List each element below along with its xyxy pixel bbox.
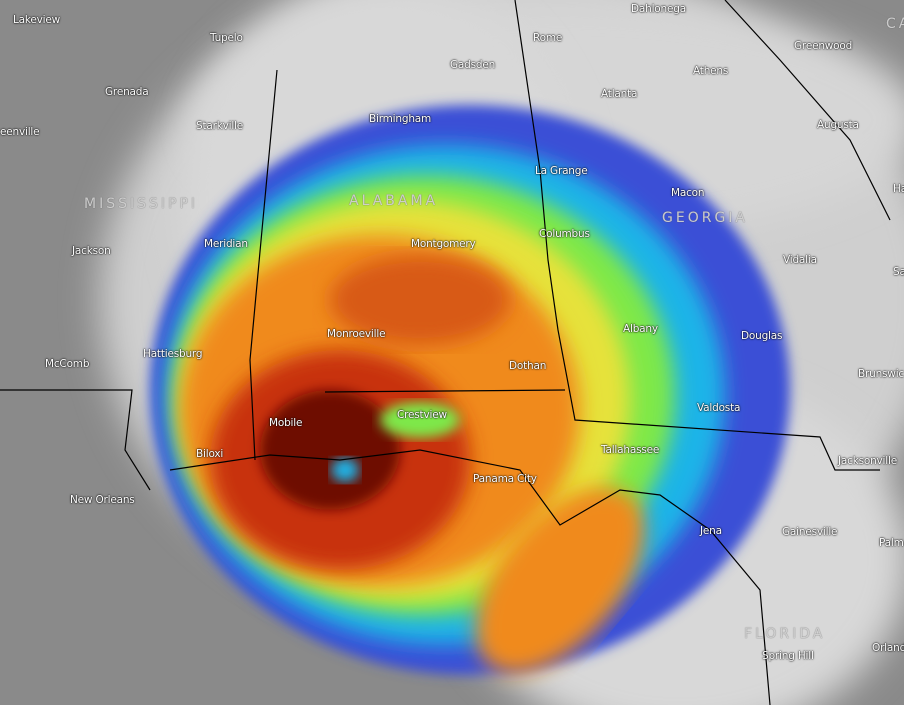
- city-label: Starkville: [196, 120, 244, 132]
- city-label: Brunswic: [858, 368, 904, 380]
- city-label: Birmingham: [369, 113, 432, 125]
- city-label: Sa: [893, 266, 904, 278]
- city-label: Gadsden: [450, 59, 496, 71]
- city-label: Hattiesburg: [143, 348, 203, 360]
- city-label: Palm: [879, 537, 904, 549]
- city-label: Ha: [893, 183, 904, 195]
- city-label: McComb: [45, 358, 90, 370]
- city-label: Biloxi: [196, 448, 224, 460]
- storm-field: [150, 105, 790, 675]
- city-label: Albany: [623, 323, 658, 335]
- city-label: Monroeville: [327, 328, 386, 340]
- state-label-alabama: ALABAMA: [349, 193, 439, 209]
- city-label: Montgomery: [411, 238, 476, 250]
- state-label-carolina: CA: [886, 16, 904, 32]
- city-label: Meridian: [204, 238, 248, 250]
- city-label: eenville: [0, 126, 40, 138]
- city-label: Macon: [671, 187, 705, 199]
- city-label: Crestview: [397, 409, 447, 421]
- city-label: Augusta: [817, 119, 859, 131]
- city-label: Athens: [693, 65, 729, 77]
- city-label: Orland: [872, 642, 904, 654]
- city-label: Tallahassee: [601, 444, 660, 456]
- state-label-florida: FLORIDA: [744, 626, 826, 642]
- city-label: Douglas: [741, 330, 783, 342]
- city-label: Grenada: [105, 86, 149, 98]
- city-label: Valdosta: [697, 402, 741, 414]
- city-label: Columbus: [539, 228, 590, 240]
- city-label: Jackson: [72, 245, 111, 257]
- city-label: Jacksonville: [838, 455, 897, 467]
- city-label: Tupelo: [210, 32, 243, 44]
- city-label: Gainesville: [782, 526, 838, 538]
- city-label: Panama City: [473, 473, 537, 485]
- city-label: Mobile: [269, 417, 303, 429]
- city-label: Greenwood: [794, 40, 853, 52]
- city-label: Jena: [700, 525, 722, 537]
- city-label: Spring Hill: [762, 650, 814, 662]
- city-label: Vidalia: [783, 254, 817, 266]
- state-label-georgia: GEORGIA: [662, 210, 748, 226]
- city-label: Dahlonega: [631, 3, 686, 15]
- city-label: New Orleans: [70, 494, 135, 506]
- city-label: Rome: [533, 32, 563, 44]
- city-label: La Grange: [535, 165, 588, 177]
- state-label-mississippi: MISSISSIPPI: [84, 196, 199, 212]
- city-label: Lakeview: [13, 14, 61, 26]
- city-label: Atlanta: [601, 88, 638, 100]
- city-label: Dothan: [509, 360, 547, 372]
